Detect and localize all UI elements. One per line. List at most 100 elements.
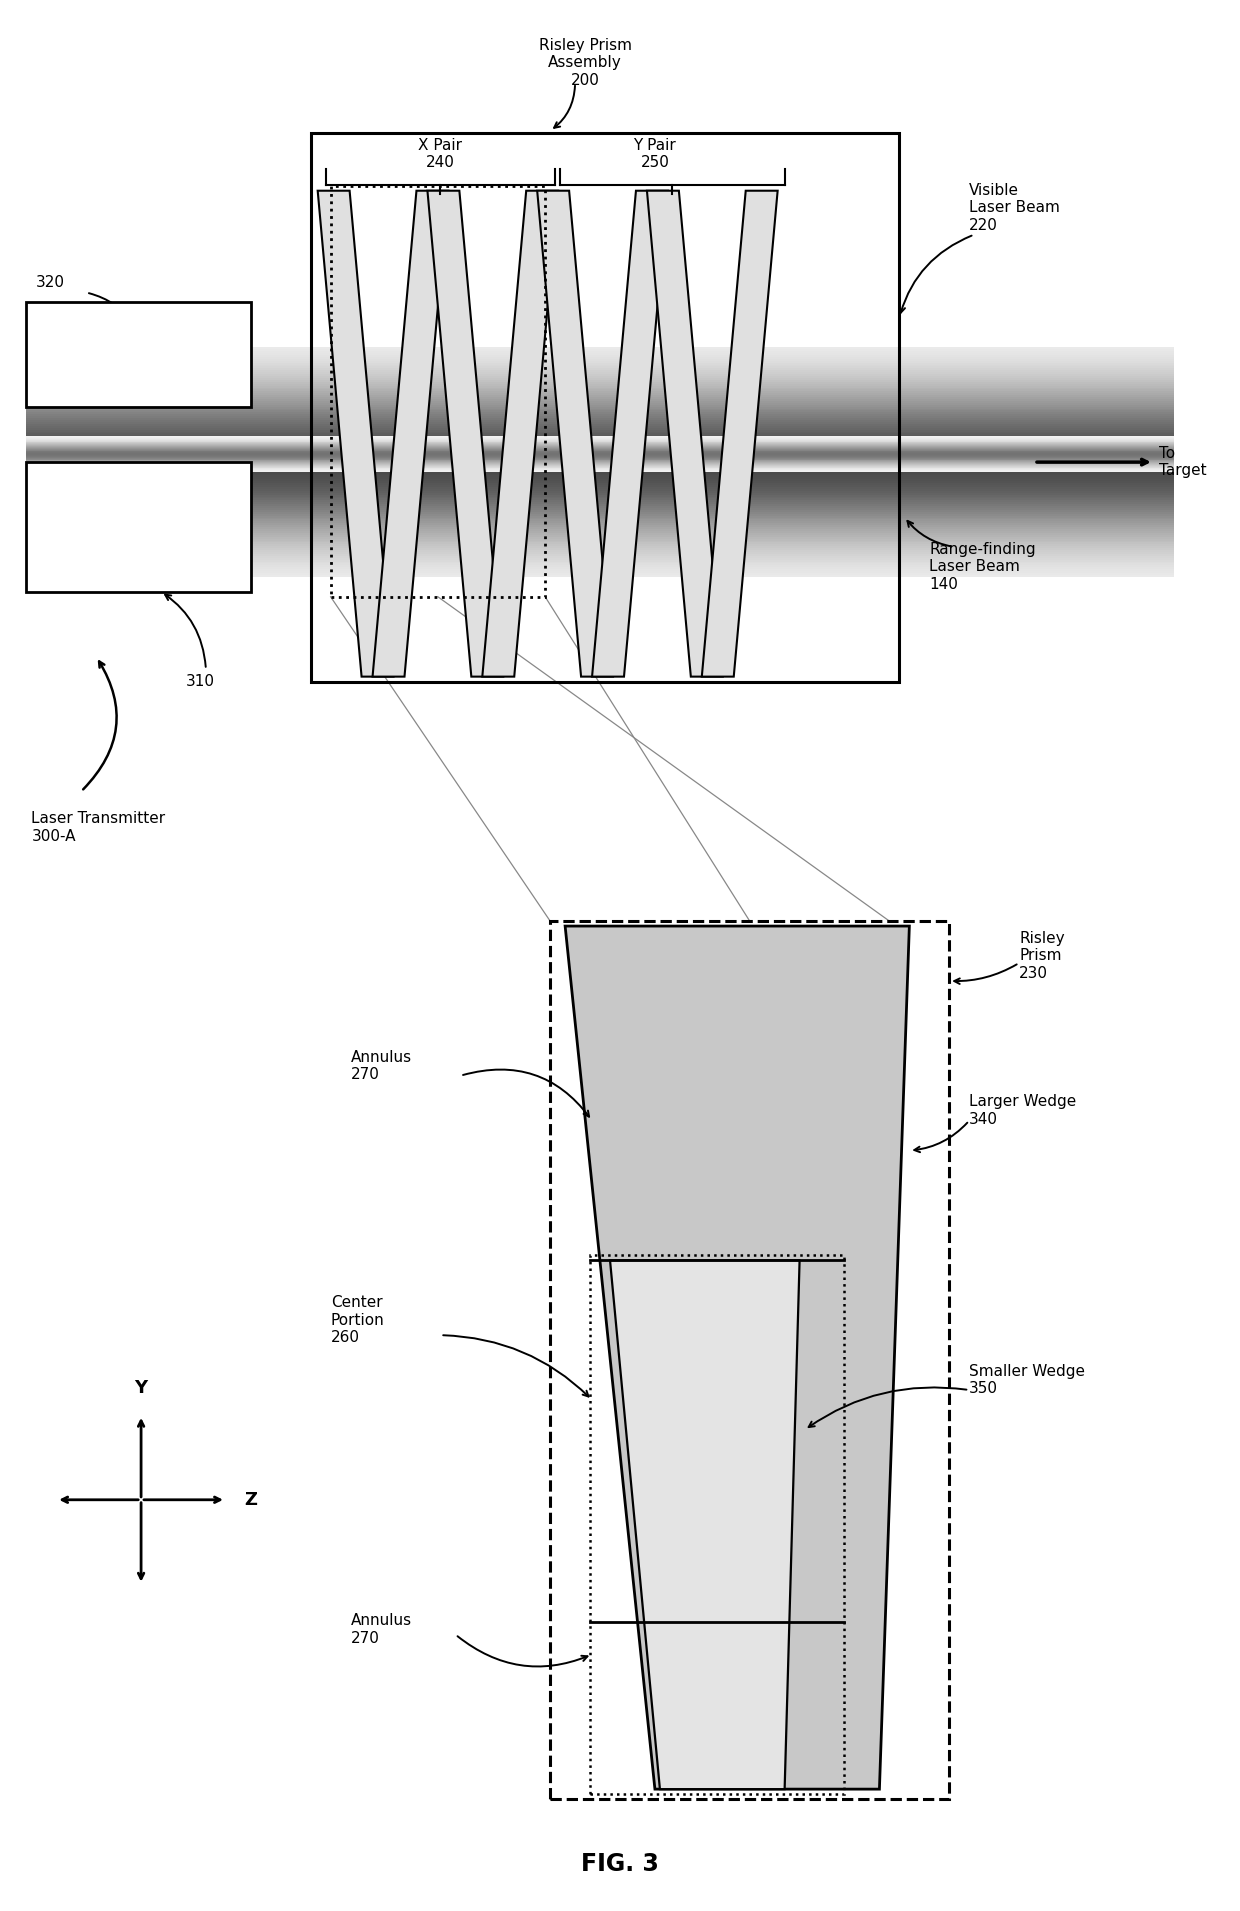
Bar — [26, 569, 1174, 571]
Bar — [26, 390, 1174, 392]
Bar — [26, 388, 1174, 390]
Bar — [26, 505, 1174, 506]
Bar — [26, 545, 1174, 547]
Bar — [26, 424, 1174, 426]
Bar — [26, 571, 1174, 573]
Bar — [26, 568, 1174, 569]
Bar — [26, 514, 1174, 516]
Bar — [26, 462, 1174, 464]
Polygon shape — [565, 927, 909, 1789]
Bar — [26, 489, 1174, 491]
Bar — [26, 510, 1174, 512]
Bar — [26, 562, 1174, 564]
Bar — [26, 420, 1174, 422]
Bar — [26, 428, 1174, 430]
Bar — [26, 386, 1174, 388]
Text: Z: Z — [244, 1491, 257, 1510]
Text: Visible
Laser Beam
220: Visible Laser Beam 220 — [970, 183, 1060, 233]
Text: To
Target: To Target — [1159, 445, 1207, 478]
Bar — [26, 453, 1174, 455]
Text: Risley
Prism
230: Risley Prism 230 — [1019, 931, 1065, 980]
Bar — [26, 547, 1174, 548]
Bar — [26, 476, 1174, 478]
Bar — [26, 397, 1174, 399]
Bar — [26, 466, 1174, 468]
Bar — [26, 531, 1174, 533]
Bar — [26, 526, 1174, 527]
Bar — [26, 493, 1174, 495]
Bar — [26, 403, 1174, 405]
Bar — [26, 520, 1174, 522]
Bar — [26, 522, 1174, 524]
Bar — [26, 361, 1174, 363]
Bar — [26, 350, 1174, 352]
Bar — [26, 396, 1174, 397]
Bar — [26, 432, 1174, 434]
Bar — [26, 491, 1174, 493]
Bar — [26, 539, 1174, 541]
Polygon shape — [702, 191, 777, 676]
Bar — [26, 392, 1174, 394]
Bar — [26, 483, 1174, 485]
Polygon shape — [428, 191, 503, 676]
Bar — [26, 457, 1174, 459]
Bar — [26, 375, 1174, 376]
Bar — [26, 482, 1174, 483]
Bar — [26, 426, 1174, 428]
Bar — [26, 447, 1174, 449]
Bar — [26, 516, 1174, 518]
Bar — [26, 394, 1174, 396]
Bar — [26, 461, 1174, 462]
Bar — [26, 438, 1174, 440]
Bar — [26, 462, 250, 592]
Polygon shape — [537, 191, 613, 676]
Text: X Pair
240: X Pair 240 — [418, 138, 463, 170]
Bar — [26, 430, 1174, 432]
Text: Annulus
270: Annulus 270 — [351, 1049, 412, 1082]
Bar — [26, 355, 1174, 357]
Bar — [26, 451, 1174, 453]
Text: Range-finding
laser: Range-finding laser — [86, 510, 192, 543]
Bar — [26, 541, 1174, 543]
Bar — [26, 480, 1174, 482]
Bar — [26, 415, 1174, 417]
Bar — [26, 468, 1174, 470]
Bar — [311, 134, 899, 682]
Bar — [26, 445, 1174, 447]
Bar — [26, 508, 1174, 510]
Bar — [26, 371, 1174, 373]
Bar — [26, 518, 1174, 520]
Bar — [26, 382, 1174, 384]
Bar — [26, 548, 1174, 550]
Bar — [26, 560, 1174, 562]
Text: Visible Laser: Visible Laser — [91, 348, 187, 363]
Bar — [26, 363, 1174, 365]
Bar — [26, 464, 1174, 466]
Bar — [26, 434, 1174, 436]
Bar — [26, 302, 250, 407]
Bar — [26, 499, 1174, 501]
Bar — [26, 419, 1174, 420]
Bar — [26, 369, 1174, 371]
Polygon shape — [610, 1261, 800, 1789]
Text: 320: 320 — [36, 275, 66, 290]
Polygon shape — [372, 191, 449, 676]
Polygon shape — [591, 191, 668, 676]
Bar — [26, 566, 1174, 568]
Bar — [26, 365, 1174, 367]
Bar — [26, 552, 1174, 554]
Bar — [26, 529, 1174, 531]
Bar — [26, 411, 1174, 413]
Text: Y Pair
250: Y Pair 250 — [634, 138, 676, 170]
Bar — [26, 573, 1174, 575]
Text: Y: Y — [134, 1380, 148, 1397]
Text: Range-finding
Laser Beam
140: Range-finding Laser Beam 140 — [929, 543, 1035, 592]
Bar — [26, 512, 1174, 514]
Text: Risley Prism
Assembly
200: Risley Prism Assembly 200 — [538, 38, 631, 88]
Polygon shape — [647, 191, 723, 676]
Text: Smaller Wedge
350: Smaller Wedge 350 — [970, 1364, 1085, 1397]
Bar — [26, 503, 1174, 505]
Bar — [26, 501, 1174, 503]
Bar — [26, 407, 1174, 409]
Bar — [26, 405, 1174, 407]
